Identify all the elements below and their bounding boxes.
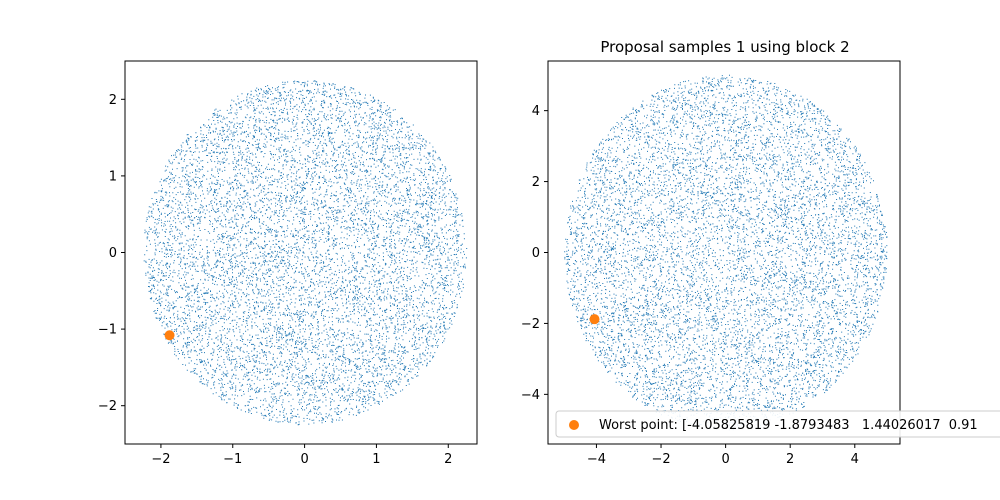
left-sample-cloud [143, 80, 468, 426]
right-highlight-layer [589, 314, 600, 325]
left-x-tick-label: 1 [372, 452, 380, 467]
legend: Worst point: [-4.05825819 -1.8793483 1.4… [555, 410, 1000, 438]
left-x-tick-label: 0 [300, 452, 308, 467]
right-x-tick-label: 4 [851, 452, 859, 467]
left-x-tick-label: 2 [444, 452, 452, 467]
right-y-tick-label: 0 [532, 246, 540, 261]
left-highlight-layer [164, 330, 175, 341]
left-worst-point-marker [164, 330, 175, 341]
left-x-axis: −2 −1 0 1 2 [151, 444, 452, 467]
right-y-tick-label: 2 [532, 175, 540, 190]
right-x-axis: −4 −2 0 2 4 [587, 444, 859, 467]
right-worst-point-marker [589, 314, 600, 325]
right-y-tick-label: −2 [521, 317, 540, 332]
left-y-tick-label: 0 [109, 246, 117, 261]
left-y-tick-label: −1 [98, 323, 117, 338]
left-scatter-plot: −2 −1 0 1 2 −2 −1 0 1 2 [98, 60, 478, 467]
left-y-tick-label: 1 [109, 169, 117, 184]
right-y-tick-label: −4 [521, 388, 540, 403]
left-x-tick-label: −1 [223, 452, 242, 467]
left-y-tick-label: 2 [109, 93, 117, 108]
left-x-tick-label: −2 [151, 452, 170, 467]
left-y-axis: −2 −1 0 1 2 [98, 93, 125, 414]
right-sample-points [564, 74, 888, 431]
right-sample-cloud [564, 74, 888, 431]
legend-marker [569, 420, 579, 430]
left-y-tick-label: −2 [98, 399, 117, 414]
right-scatter-plot: Proposal samples 1 using block 2 −4 −2 0 2 4… [521, 38, 1000, 467]
right-x-tick-label: −2 [651, 452, 670, 467]
right-x-tick-label: 2 [786, 452, 794, 467]
right-plot-title: Proposal samples 1 using block 2 [600, 38, 849, 56]
right-x-tick-label: 0 [721, 452, 729, 467]
right-y-tick-label: 4 [532, 104, 540, 119]
legend-label: Worst point: [-4.05825819 -1.8793483 1.4… [599, 418, 978, 433]
left-sample-points [143, 80, 468, 426]
legend-box [555, 410, 1000, 438]
right-x-tick-label: −4 [587, 452, 606, 467]
right-y-axis: −4 −2 0 2 4 [521, 104, 548, 403]
